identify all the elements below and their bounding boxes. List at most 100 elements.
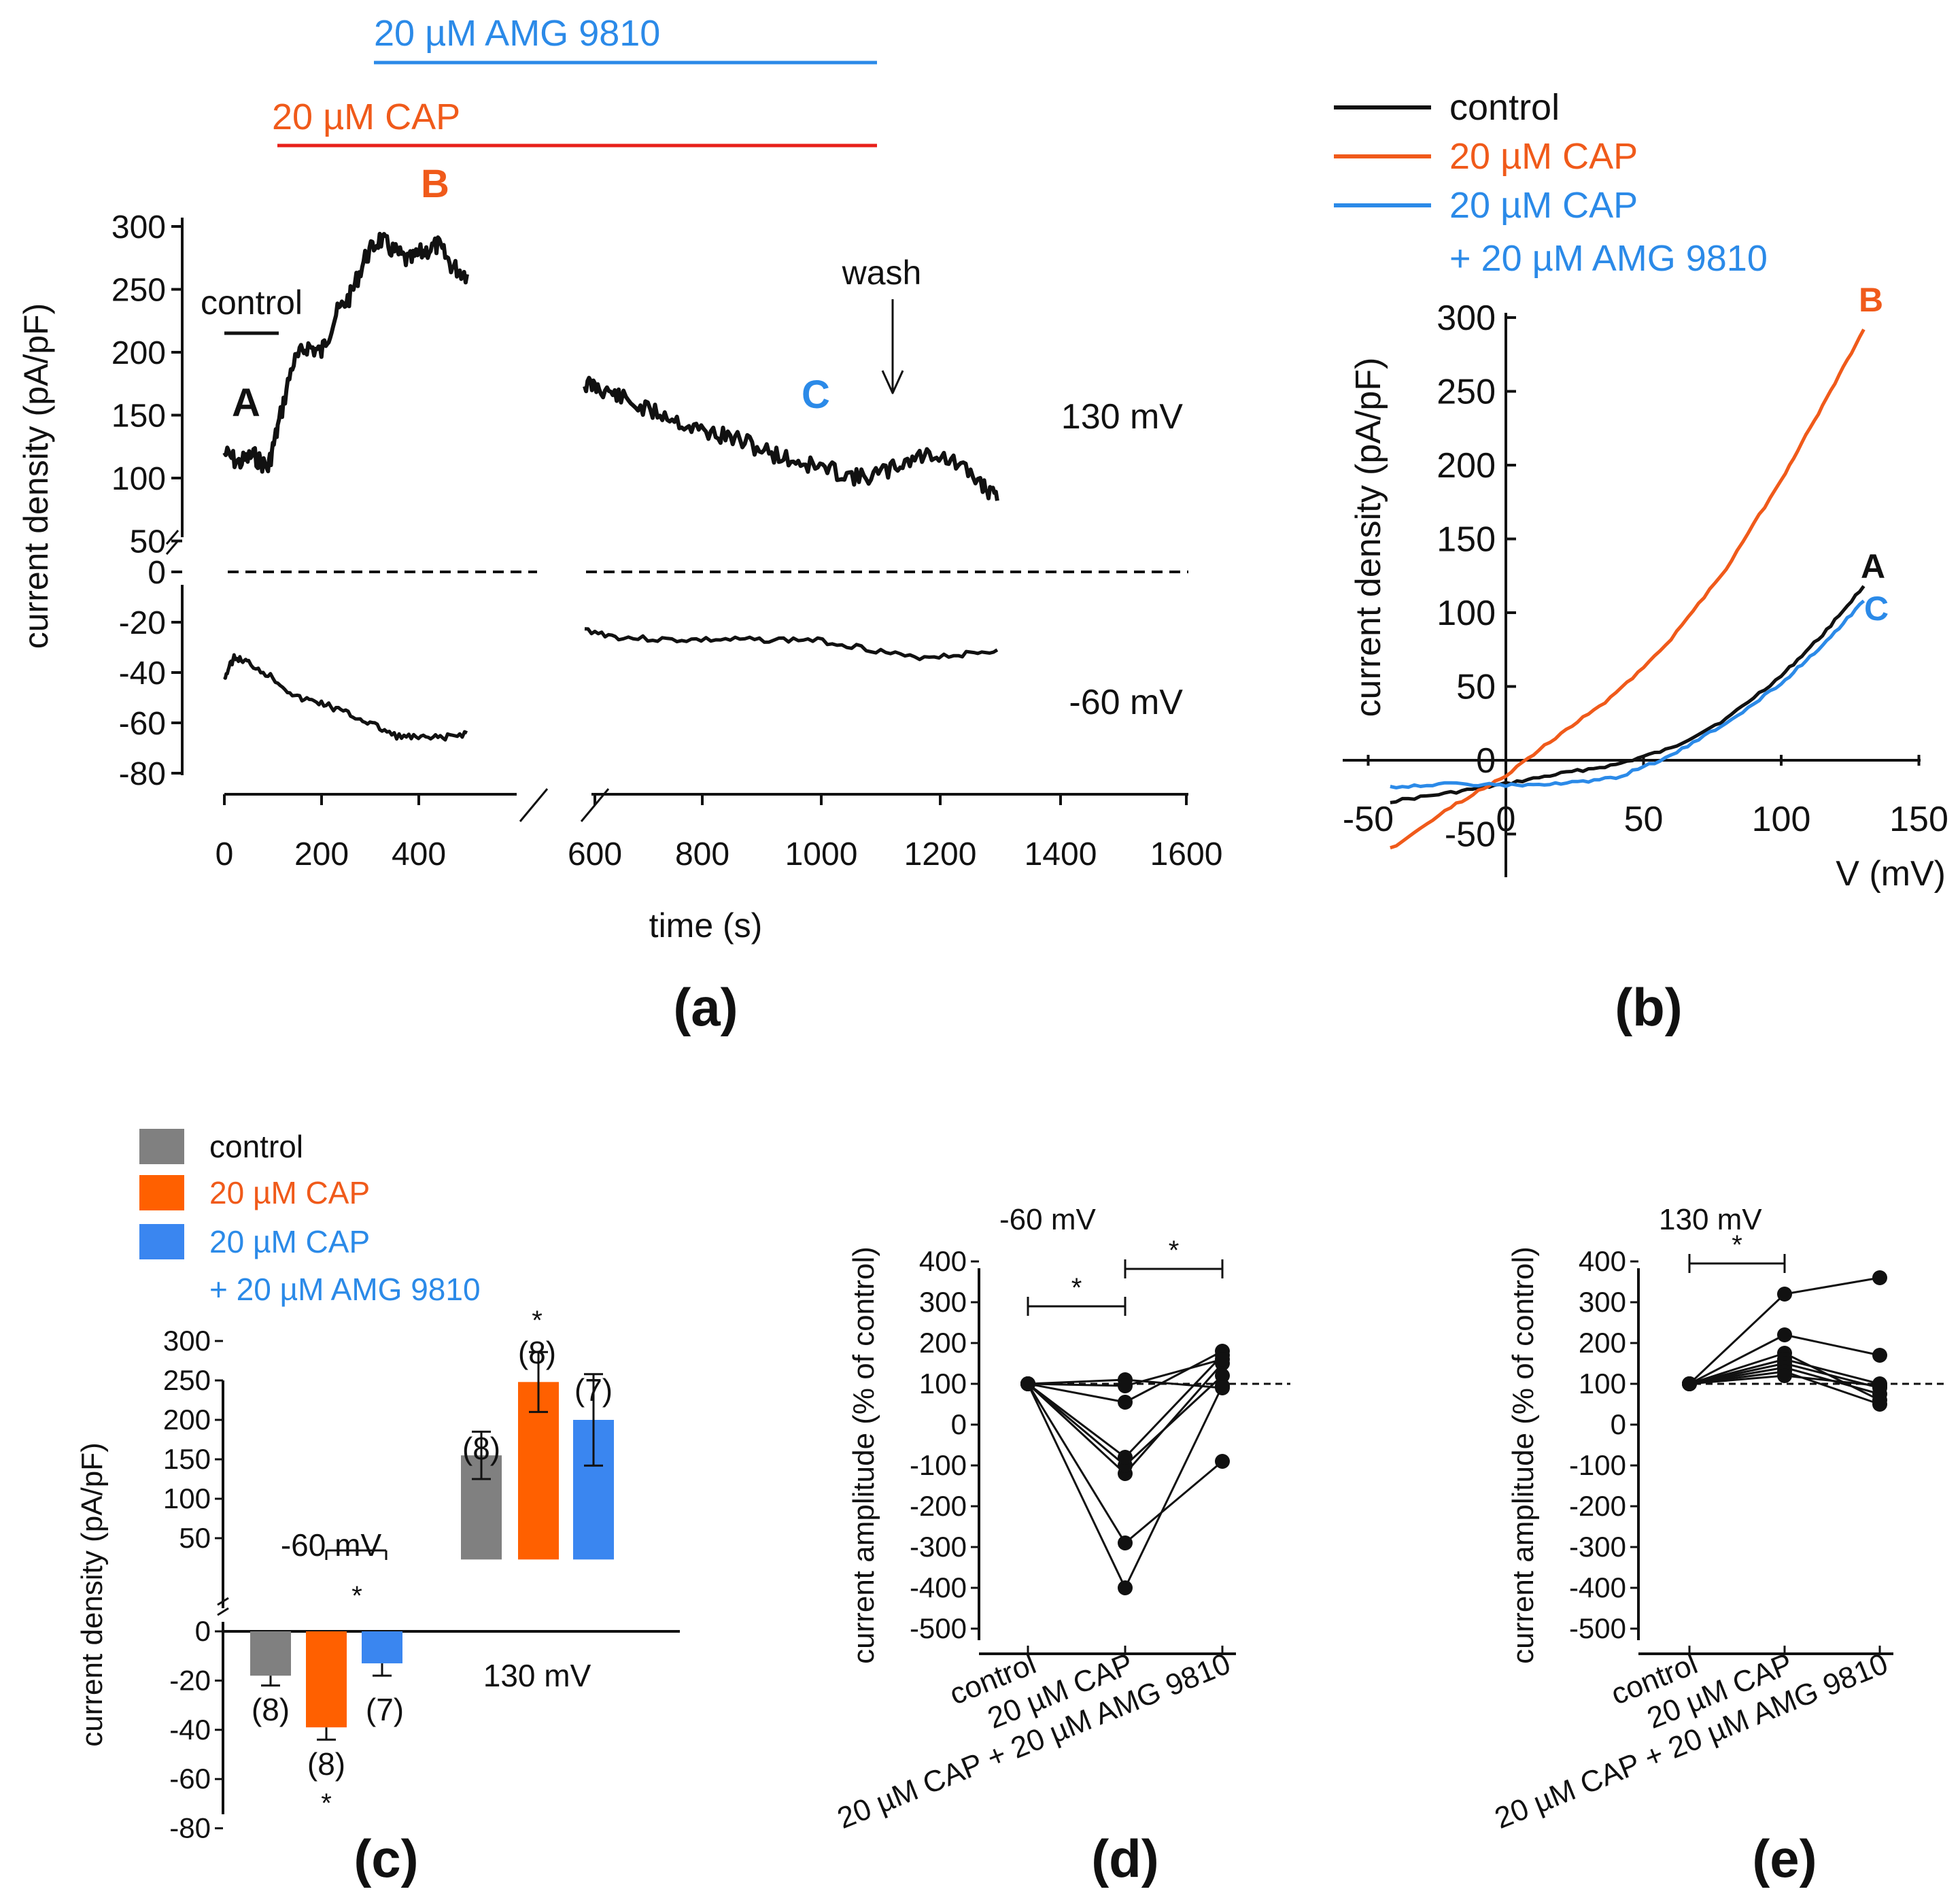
y-tick-label: -40 [119, 656, 166, 692]
y-tick-label: -300 [1569, 1531, 1626, 1563]
iv-curve-control [1390, 585, 1866, 804]
legend-swatch-control [139, 1129, 184, 1164]
n-label: (8) [462, 1431, 500, 1466]
data-point [1118, 1395, 1133, 1410]
y-axis-break-mark [165, 530, 179, 545]
panel-a: 50 100 150 200 250 300 0 -20 -40 -60 -80 current de… [17, 13, 1222, 1037]
data-point [1872, 1378, 1887, 1393]
y-tick-label: 250 [111, 273, 166, 309]
treatment-label-cap: 20 µM CAP [272, 97, 460, 137]
x-tick-label: 100 [1752, 800, 1811, 839]
y-axis-break-mark [217, 1597, 229, 1606]
legend-label-control: control [209, 1129, 303, 1164]
y-tick-label: 150 [163, 1443, 211, 1475]
bar-neg60-0 [250, 1631, 291, 1676]
y-axis-title: current density (pA/pF) [75, 1442, 109, 1747]
significance-star: * [1169, 1236, 1180, 1266]
group-label-130: 130 mV [483, 1658, 591, 1693]
y-tick-label: 200 [163, 1404, 211, 1436]
panel-e: 400 300 200 100 0 -100 -200 -300 -400 -500 current… [1490, 1203, 1948, 1888]
x-axis-break-mark [519, 788, 549, 822]
y-tick-label: 300 [111, 209, 166, 245]
y-tick-label: -40 [169, 1714, 211, 1746]
legend-label-cap-amg-2: + 20 µM AMG 9810 [1449, 238, 1768, 279]
y-tick-label: 300 [919, 1286, 967, 1318]
iv-curve-cap [1390, 328, 1866, 850]
legend-label-control: control [1449, 87, 1560, 128]
panel-label-c: (c) [354, 1829, 418, 1888]
y-tick-label: 50 [1456, 668, 1496, 707]
y-tick-label: -60 [119, 706, 166, 742]
group-label-neg60: -60 mV [281, 1527, 382, 1563]
data-point [1872, 1270, 1887, 1285]
y-tick-label: 100 [919, 1368, 967, 1399]
y-tick-label: -200 [910, 1490, 967, 1522]
data-point [1215, 1380, 1230, 1395]
trace-neg60mV-1 [223, 653, 468, 742]
label-C: C [802, 373, 830, 417]
y-tick-label: 0 [1611, 1408, 1626, 1440]
x-tick-label: 1200 [904, 836, 977, 872]
y-axis-title: current amplitude (% of control) [1507, 1246, 1540, 1664]
significance-star: * [321, 1788, 332, 1818]
x-tick-label: 200 [294, 836, 349, 872]
n-label: (8) [307, 1746, 345, 1782]
legend-label-cap: 20 µM CAP [209, 1175, 370, 1210]
y-tick-label: -400 [1569, 1572, 1626, 1603]
n-label: (8) [252, 1692, 290, 1727]
bar-neg60-1 [306, 1631, 347, 1728]
y-tick-label: 0 [148, 555, 166, 591]
panel-label-d: (d) [1091, 1829, 1159, 1888]
iv-curve-cap-amg [1390, 599, 1866, 789]
y-tick-label: 50 [179, 1522, 211, 1554]
x-tick-label: 800 [675, 836, 729, 872]
data-point [1215, 1368, 1230, 1383]
legend-swatch-cap [139, 1175, 184, 1210]
y-tick-label: 100 [1579, 1368, 1626, 1399]
wash-label: wash [842, 254, 922, 292]
y-tick-label: 400 [919, 1245, 967, 1277]
data-point [1777, 1368, 1792, 1383]
x-tick-label: 0 [216, 836, 234, 872]
panel-c: 50 100 150 200 250 300 0 -20 -40 -60 -80 current de… [75, 1129, 680, 1888]
panel-d: 400 300 200 100 0 -100 -200 -300 -400 -500 current… [833, 1203, 1290, 1888]
y-axis-title: current density (pA/pF) [17, 303, 55, 649]
legend-label-cap-amg-1: 20 µM CAP [1449, 185, 1638, 226]
y-tick-label: 100 [1437, 594, 1496, 633]
y-axis-break-mark [217, 1607, 229, 1616]
curve-label-A: A [1861, 547, 1885, 585]
y-axis-break-mark [165, 540, 179, 555]
x-tick-label: 150 [1889, 800, 1948, 839]
data-point [1872, 1348, 1887, 1363]
panel-title: -60 mV [999, 1203, 1096, 1236]
label-A: A [232, 381, 260, 425]
y-tick-label: 0 [1476, 741, 1496, 781]
control-label: control [201, 284, 303, 322]
x-tick-label: 1000 [785, 836, 858, 872]
y-tick-label: 150 [1437, 520, 1496, 560]
x-tick-label: 1400 [1025, 836, 1097, 872]
y-tick-label: -20 [119, 605, 166, 641]
y-tick-label: -500 [910, 1612, 967, 1644]
legend-label-cap-amg-2: + 20 µM AMG 9810 [209, 1272, 481, 1307]
y-tick-label: 200 [919, 1327, 967, 1359]
n-label: (7) [574, 1372, 613, 1408]
y-tick-label: -50 [1445, 815, 1496, 855]
panel-label-b: (b) [1615, 977, 1683, 1037]
n-label: (8) [518, 1335, 556, 1370]
y-tick-label: -200 [1569, 1490, 1626, 1522]
wash-arrow-head [881, 370, 904, 394]
y-tick-label: -100 [1569, 1449, 1626, 1481]
y-tick-label: 300 [163, 1325, 211, 1357]
panel-b: -50 0 50 100 150-50050100150200250300current… [1334, 87, 1948, 1037]
voltage-label-neg60: -60 mV [1069, 683, 1183, 722]
y-tick-label: 250 [1437, 373, 1496, 412]
x-tick-label: 600 [568, 836, 622, 872]
y-tick-label: 150 [111, 398, 166, 435]
x-axis-title: time (s) [649, 906, 763, 945]
trace-130mV-2 [583, 375, 999, 501]
data-point [1682, 1376, 1697, 1391]
significance-star: * [532, 1306, 543, 1336]
n-label: (7) [366, 1692, 404, 1727]
